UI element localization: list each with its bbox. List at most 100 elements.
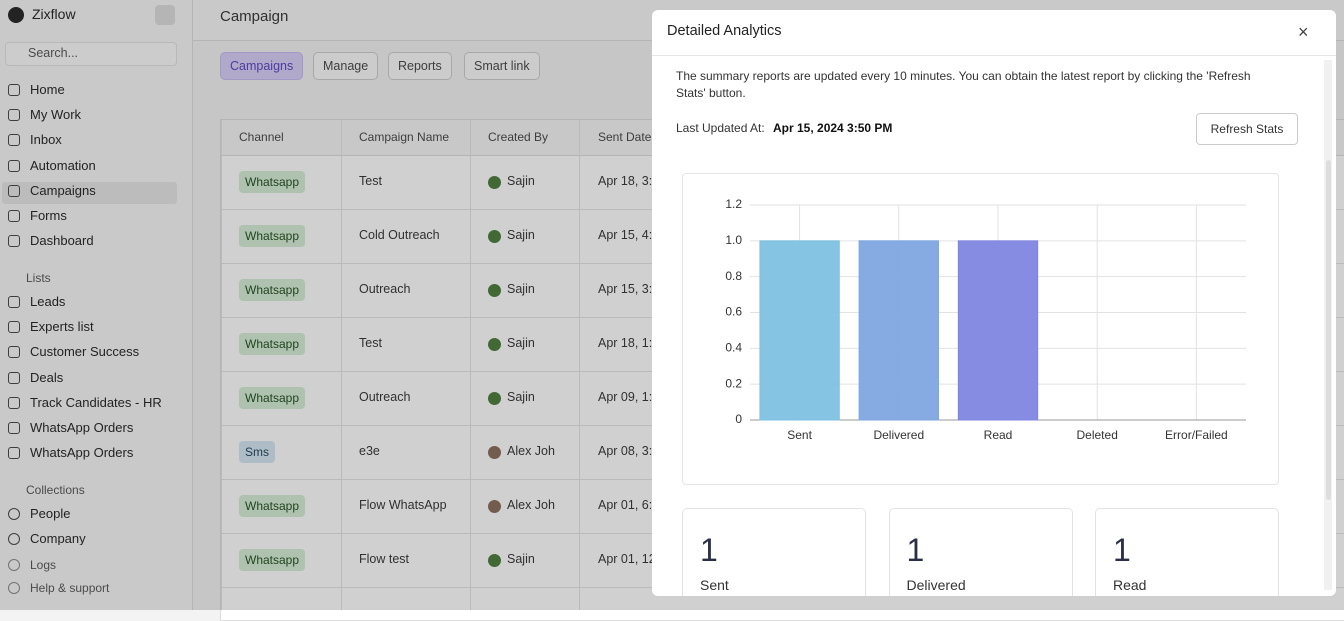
campaign-name[interactable]: Test — [359, 174, 382, 188]
tab[interactable]: Manage — [313, 52, 379, 80]
stat-label: Sent — [700, 577, 729, 593]
sent-date: Apr 08, 3:3 — [598, 444, 660, 458]
stat-value: 1 — [1113, 532, 1131, 568]
y-tick-label: 0.6 — [725, 305, 742, 319]
nav-active — [2, 181, 177, 204]
sent-date: Apr 18, 3: — [598, 174, 653, 188]
page-title: Campaign — [220, 8, 289, 25]
channel-text: Sms — [245, 445, 269, 459]
section-heading: Collections — [26, 483, 85, 497]
creator: Sajin — [507, 390, 535, 404]
nav-icon — [8, 447, 20, 460]
nav-item[interactable]: Inbox — [30, 132, 62, 148]
stat-card — [1095, 508, 1279, 596]
avatar — [488, 338, 501, 351]
nav-item[interactable]: Automation — [30, 157, 96, 173]
nav-icon — [8, 508, 20, 520]
channel-chip: Whatsapp — [239, 387, 306, 409]
y-tick-label: 0.4 — [725, 341, 742, 355]
nav-item[interactable]: Campaigns — [30, 182, 96, 198]
x-tick-label: Delivered — [873, 428, 924, 442]
last-updated-label: Last Updated At: — [676, 121, 765, 135]
nav-item[interactable]: Forms — [30, 208, 67, 223]
creator: Sajin — [507, 552, 535, 566]
avatar — [488, 176, 501, 189]
channel-text: Whatsapp — [245, 499, 300, 513]
creator: Sajin — [507, 174, 535, 188]
footer-link[interactable]: Help & support — [30, 581, 110, 595]
nav-icon — [8, 396, 20, 409]
campaign-name[interactable]: Outreach — [359, 390, 411, 404]
x-tick-label: Deleted — [1077, 428, 1118, 442]
stat-card — [682, 508, 866, 596]
nav-item[interactable]: Experts list — [30, 319, 94, 335]
channel-text: Whatsapp — [245, 391, 300, 405]
brand-logo — [8, 7, 24, 23]
nav-icon — [8, 134, 20, 147]
stat-label: Delivered — [906, 577, 966, 593]
refresh-button[interactable]: Refresh Stats — [1196, 113, 1298, 145]
creator: Sajin — [507, 336, 535, 350]
bar — [957, 240, 1039, 421]
footer-icon — [8, 559, 20, 571]
chart-card — [682, 173, 1279, 485]
bar — [858, 240, 939, 421]
nav-icon — [8, 159, 20, 172]
nav-item[interactable]: Leads — [30, 294, 66, 309]
campaign-name[interactable]: Outreach — [359, 282, 411, 296]
y-tick-label: 0 — [735, 412, 742, 426]
campaign-name[interactable]: Cold Outreach — [359, 228, 440, 242]
search[interactable] — [5, 42, 177, 66]
brand: Zixflow — [32, 6, 76, 22]
campaign-name[interactable]: Test — [359, 336, 382, 350]
tab[interactable]: Reports — [388, 52, 452, 80]
stat-card — [888, 508, 1073, 596]
section-heading: Lists — [26, 271, 51, 285]
creator: Alex Joh — [507, 444, 555, 458]
nav-item[interactable]: WhatsApp Orders — [30, 445, 134, 461]
x-tick-label: Sent — [787, 428, 812, 442]
avatar — [488, 446, 501, 459]
avatar — [488, 230, 501, 243]
channel-chip: Sms — [239, 441, 275, 463]
stat-label: Read — [1113, 577, 1147, 593]
x-tick-label: Error/Failed — [1165, 428, 1228, 442]
scroll-thumb — [1326, 160, 1331, 500]
nav-item[interactable]: People — [30, 506, 71, 521]
avatar — [488, 500, 501, 513]
sent-date: Apr 15, 3:5 — [598, 282, 660, 296]
tab[interactable]: Campaigns — [220, 52, 304, 80]
nav-icon — [8, 84, 20, 96]
nav-item[interactable]: Customer Success — [30, 344, 140, 360]
campaign-name[interactable]: Flow test — [359, 552, 410, 566]
stat-value: 1 — [906, 532, 925, 568]
nav-item[interactable]: Track Candidates - HR — [30, 394, 162, 410]
channel-text: Whatsapp — [245, 337, 300, 351]
column-divider — [221, 120, 222, 610]
campaign-name[interactable]: e3e — [359, 444, 380, 458]
nav-item[interactable]: WhatsApp Orders — [30, 420, 134, 435]
nav-item[interactable]: My Work — [30, 107, 82, 123]
search-placeholder: Search... — [28, 46, 79, 60]
channel-chip: Whatsapp — [239, 549, 306, 571]
campaign-name[interactable]: Flow WhatsApp — [359, 498, 447, 512]
sidebar: Zixflow Search... Home My Work Inbox Automati… — [0, 0, 193, 610]
y-tick-label: 1.2 — [725, 197, 742, 211]
nav-item[interactable]: Dashboard — [30, 233, 94, 249]
column-header: Created By — [488, 130, 549, 144]
creator: Sajin — [507, 282, 535, 296]
nav-item[interactable]: Deals — [30, 369, 64, 385]
footer-link[interactable]: Logs — [30, 558, 57, 572]
tab[interactable]: Smart link — [464, 52, 540, 80]
avatar — [488, 554, 501, 567]
nav-item[interactable]: Home — [30, 82, 65, 97]
channel-chip: Whatsapp — [239, 171, 306, 193]
close-button[interactable]: × — [1298, 22, 1309, 42]
collapse-button[interactable] — [155, 5, 175, 25]
channel-text: Whatsapp — [245, 175, 300, 189]
column-header: Channel — [239, 130, 284, 144]
nav-icon — [8, 346, 20, 359]
nav-icon — [8, 533, 20, 545]
creator: Sajin — [507, 228, 535, 242]
nav-item[interactable]: Company — [30, 531, 86, 545]
